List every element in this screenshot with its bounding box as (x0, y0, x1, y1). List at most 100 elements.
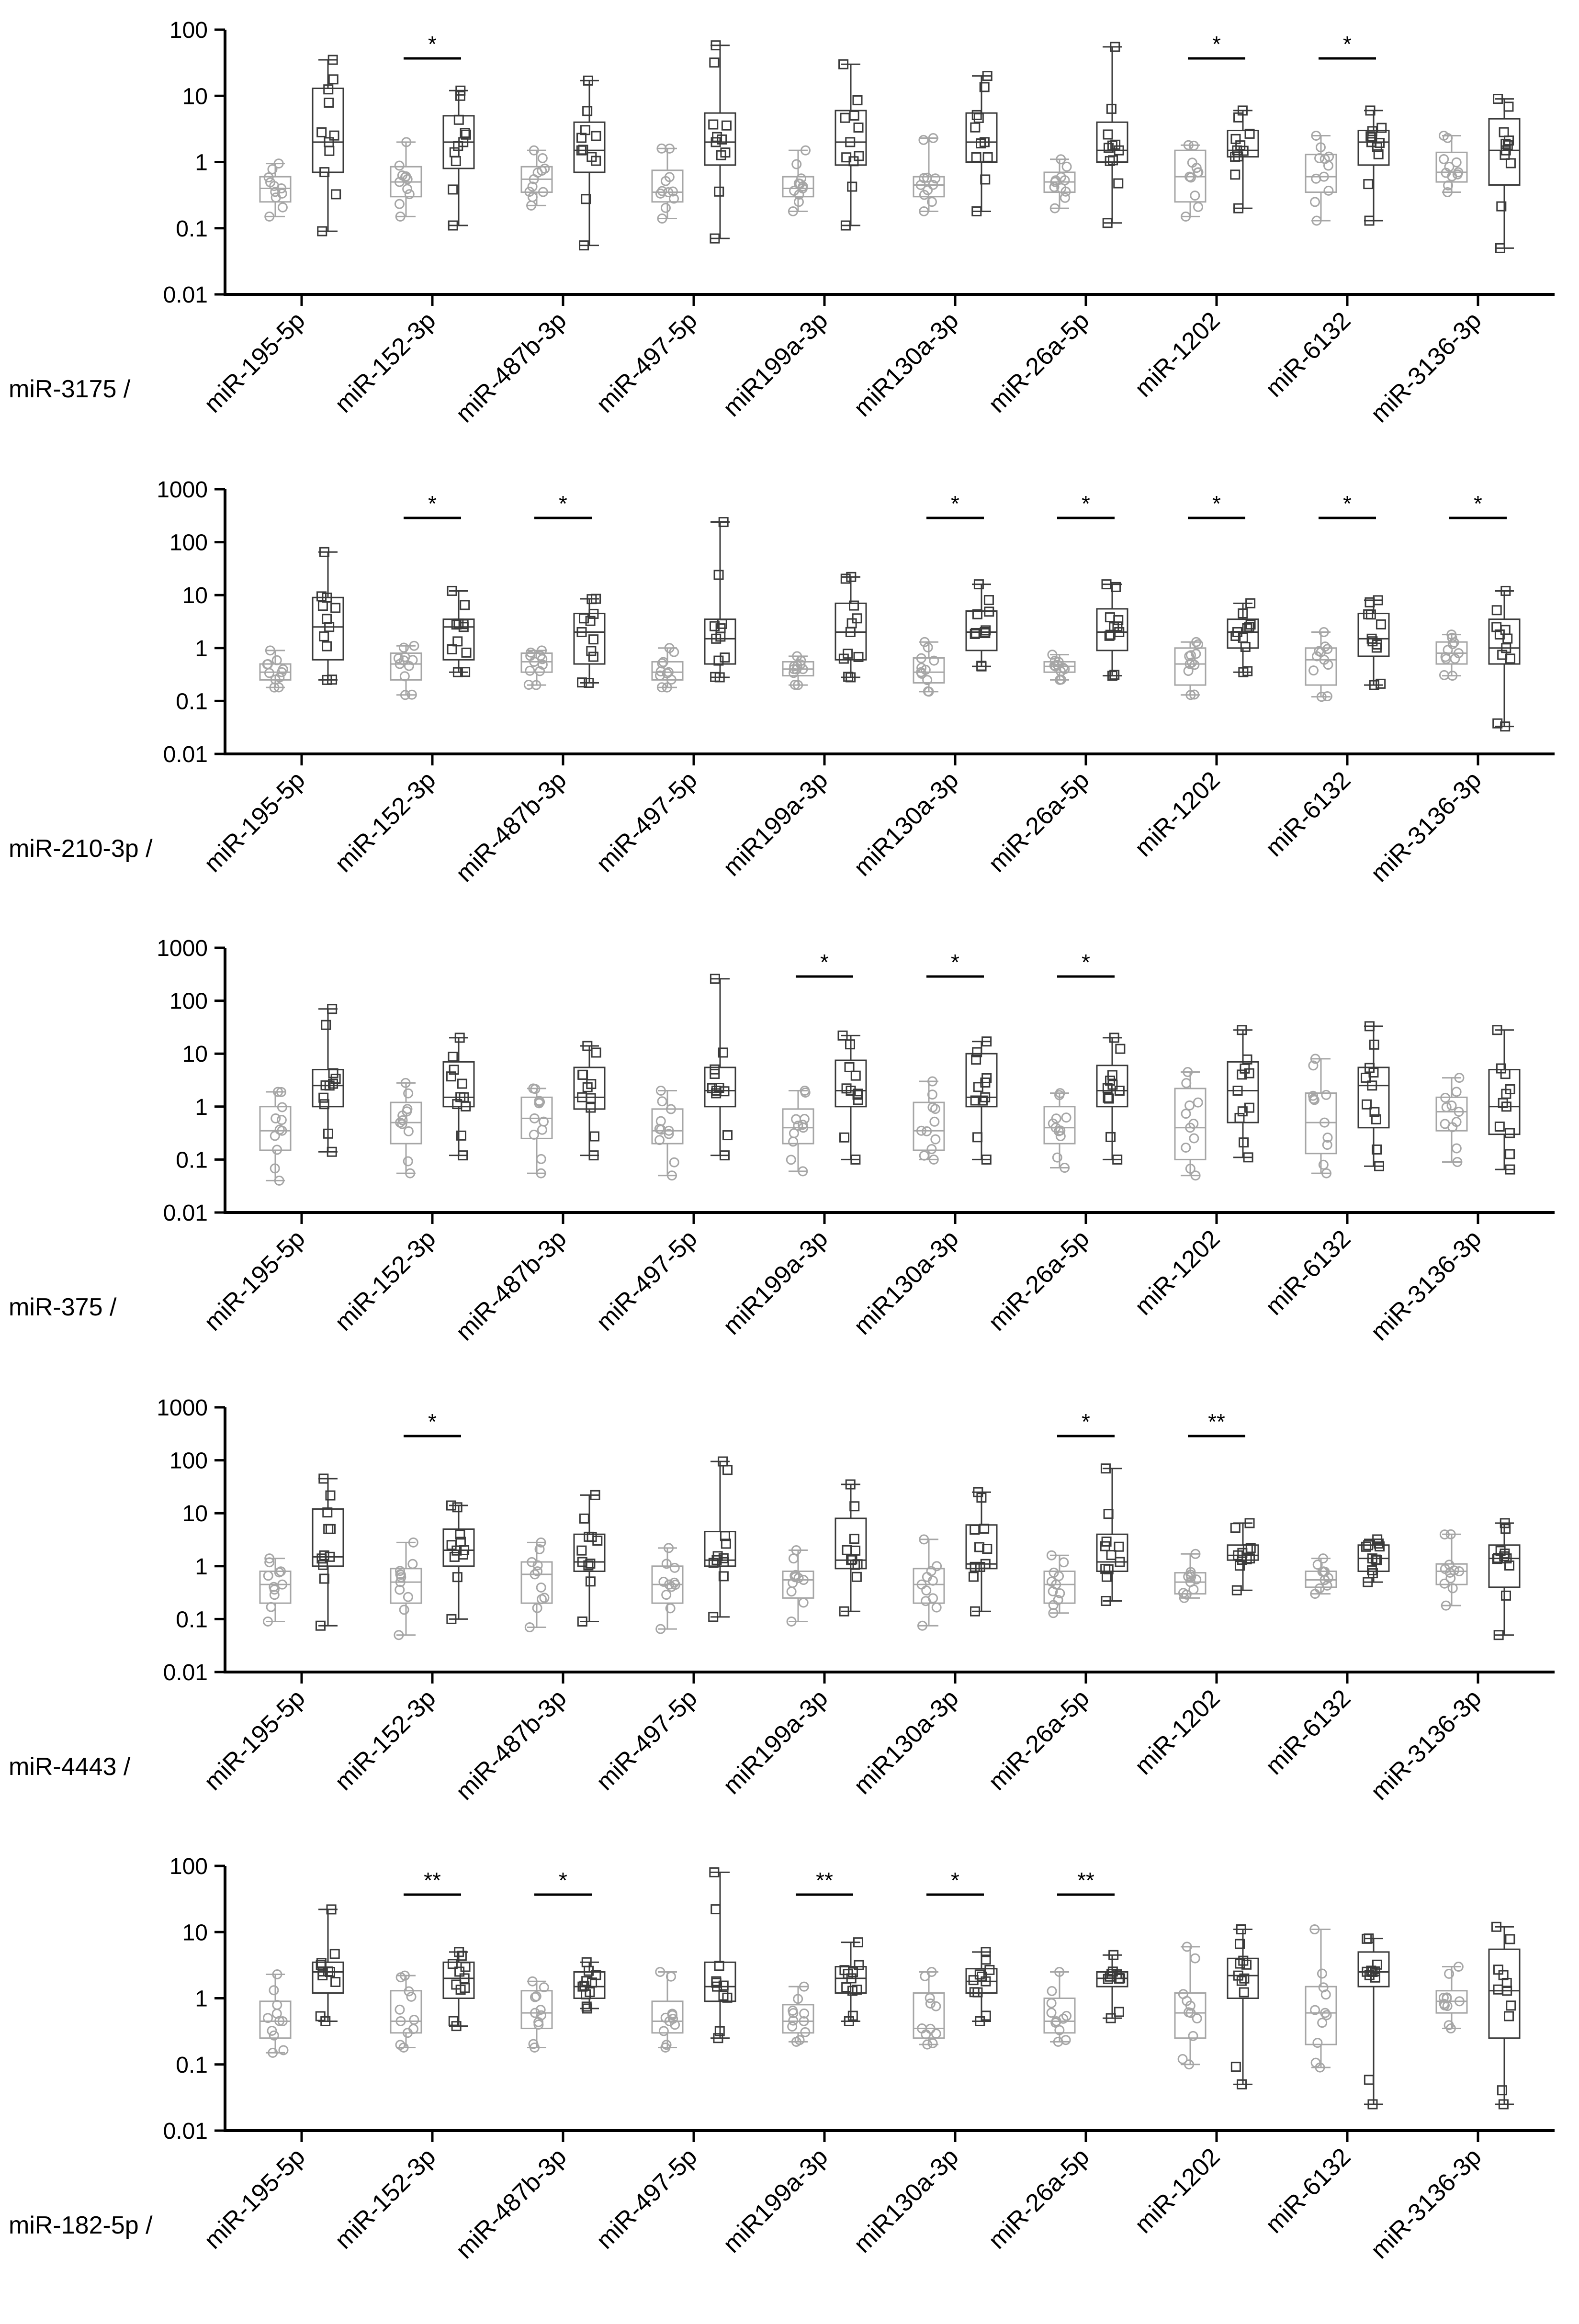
data-point (1236, 1976, 1247, 1986)
data-point (1178, 1989, 1188, 1999)
data-point (711, 1976, 722, 1987)
data-point (669, 647, 679, 657)
data-point (1374, 1541, 1385, 1552)
data-point (975, 2016, 985, 2026)
data-point (1500, 585, 1511, 596)
data-point (1367, 2099, 1378, 2110)
significance-label: * (1212, 32, 1221, 56)
data-point (665, 1603, 676, 1614)
data-point (1112, 621, 1123, 632)
data-point (709, 57, 720, 68)
data-point (1496, 201, 1507, 212)
data-point (927, 2038, 938, 2049)
data-point (263, 172, 274, 183)
data-point (1181, 1142, 1191, 1153)
data-point (1373, 1538, 1384, 1549)
data-point (1454, 1107, 1464, 1117)
box-g1 (913, 1966, 945, 2050)
data-point (1500, 1518, 1510, 1528)
box-g2 (835, 1030, 867, 1165)
data-point (579, 240, 589, 251)
data-point (404, 189, 415, 200)
box-g2 (573, 1490, 606, 1627)
data-point (1308, 1094, 1319, 1104)
data-point (712, 1551, 723, 1561)
data-point (318, 1473, 329, 1484)
data-point (786, 1586, 797, 1597)
x-tick-label: miR-26a-5p (983, 1224, 1094, 1336)
data-point (394, 199, 405, 209)
x-tick-label: miR-26a-5p (983, 306, 1094, 418)
data-point (1189, 660, 1200, 670)
data-point (582, 106, 593, 116)
data-point (1311, 130, 1321, 141)
box-iqr (651, 1108, 684, 1145)
box-iqr (1096, 1065, 1128, 1108)
data-point (1108, 1950, 1119, 1960)
data-point (1372, 1144, 1382, 1155)
data-point (454, 1033, 465, 1043)
data-point (1238, 1955, 1249, 1966)
data-point (272, 1969, 282, 1979)
data-point (718, 1047, 728, 1058)
data-point (322, 641, 332, 651)
data-point (537, 1124, 547, 1135)
significance-label: * (1474, 491, 1482, 516)
data-point (849, 1501, 860, 1512)
significance-label: * (820, 950, 829, 975)
data-point (655, 670, 665, 681)
box-iqr (1227, 1957, 1259, 1999)
box-g1 (390, 137, 422, 222)
data-point (928, 133, 938, 143)
data-point (1361, 1541, 1371, 1552)
data-point (269, 180, 280, 191)
box-g1 (259, 1087, 292, 1186)
data-point (1364, 1021, 1375, 1032)
data-point (448, 1052, 458, 1062)
box-iqr (1488, 1948, 1521, 2039)
data-point (403, 1088, 414, 1099)
data-point (1500, 138, 1511, 149)
data-point (1054, 1966, 1065, 1977)
x-tick-label: miR-497-5p (591, 306, 702, 418)
data-point (1441, 1600, 1451, 1611)
data-point (1188, 1584, 1199, 1594)
data-point (841, 1083, 852, 1094)
data-point (1369, 1039, 1379, 1050)
y-tick-label: 1 (195, 1554, 208, 1580)
data-point (970, 1095, 981, 1106)
box-g2 (1227, 1518, 1259, 1595)
data-point (788, 1553, 799, 1564)
data-point (718, 1571, 729, 1582)
y-tick-label: 0.1 (176, 1607, 208, 1632)
data-point (971, 206, 982, 216)
data-point (840, 573, 851, 584)
data-point (585, 1576, 596, 1587)
data-point (323, 84, 334, 95)
data-point (1112, 1154, 1123, 1165)
data-point (590, 1490, 600, 1500)
data-point (1440, 1119, 1450, 1129)
panel-label: miR-182-5p / (9, 2212, 153, 2239)
data-point (1060, 192, 1070, 203)
box-g1 (1305, 627, 1337, 702)
data-point (323, 1966, 333, 1977)
significance-label: * (428, 32, 437, 56)
data-point (854, 151, 864, 161)
significance-label: * (1212, 491, 1221, 516)
box-g1 (1305, 130, 1337, 226)
data-point (1321, 1168, 1331, 1179)
data-point (1236, 1924, 1246, 1935)
data-point (276, 1115, 287, 1125)
box-iqr (913, 1101, 945, 1151)
data-point (576, 627, 587, 638)
box-g2 (1227, 598, 1259, 677)
data-point (790, 680, 800, 690)
data-point (1108, 155, 1118, 166)
data-point (1056, 154, 1066, 165)
y-tick-label: 0.1 (176, 1147, 208, 1173)
data-point (661, 1590, 672, 1600)
data-point (453, 618, 464, 629)
data-point (1505, 653, 1515, 664)
data-point (800, 2027, 811, 2037)
